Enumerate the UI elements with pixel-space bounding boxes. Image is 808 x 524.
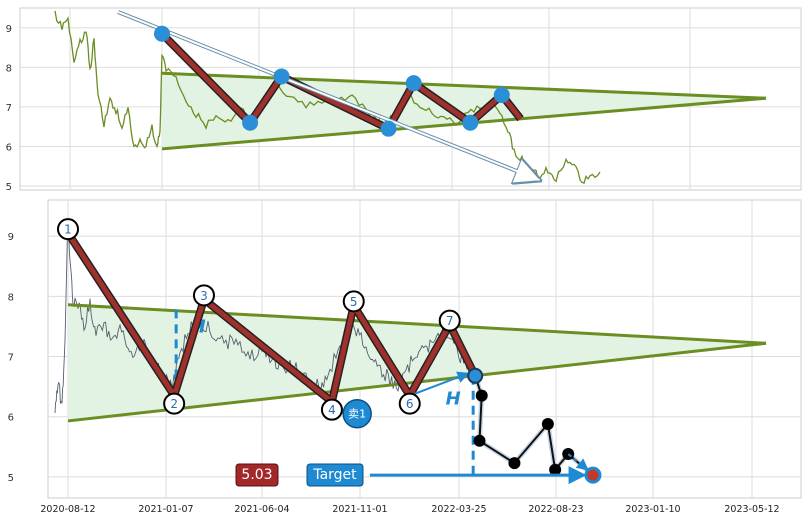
detail-y-tick-label-1: 8 <box>8 292 14 303</box>
detail-sell-signal-badge <box>342 398 372 429</box>
detail-y-tick-label-0: 9 <box>8 232 14 243</box>
overview-pattern-dot-6 <box>462 114 479 131</box>
detail-price-line <box>54 220 471 414</box>
detail-target-point <box>584 466 602 484</box>
detail-x-tick-label-2: 2021-06-04 <box>234 504 289 515</box>
detail-pattern-point-1-label: 1 <box>64 223 72 237</box>
overview-trend-arrow <box>117 11 540 182</box>
detail-x-tick-label-5: 2022-08-23 <box>528 504 583 515</box>
detail-sell-signal-label: 卖1 <box>348 408 366 421</box>
overview-y-tick-label-3: 6 <box>6 142 12 153</box>
target-price-badge-bg <box>235 463 279 487</box>
detail-pattern-point-7-circle <box>438 309 461 332</box>
detail-post-dot-5 <box>549 463 562 476</box>
detail-height-marker-right: H <box>446 389 461 410</box>
detail-post-dot-2 <box>473 434 486 447</box>
overview-pattern-dot-7 <box>493 87 510 104</box>
detail-pattern-point-4-label: 4 <box>328 403 336 417</box>
detail-pattern-point-6-label: 6 <box>406 397 414 411</box>
overview-resistance-line <box>161 71 767 100</box>
target-price-badge: 5.03 <box>241 467 272 483</box>
overview-panel: 9 8 7 6 5 <box>6 7 802 193</box>
detail-breakout-point <box>467 367 484 384</box>
detail-post-dot-1 <box>475 389 488 402</box>
detail-post-dot-3 <box>508 457 521 470</box>
detail-pattern-point-2-label: 2 <box>170 397 178 411</box>
overview-y-tick-label-2: 7 <box>6 103 12 114</box>
overview-y-tick-label-1: 8 <box>6 63 12 74</box>
overview-y-tick-label-0: 9 <box>6 24 12 35</box>
detail-pattern-point-4-circle <box>320 398 343 421</box>
target-label-badge: Target <box>312 467 357 483</box>
detail-pattern-point-3-circle <box>192 284 215 307</box>
overview-pattern-dot-4 <box>380 120 397 137</box>
detail-pattern-point-7-label: 7 <box>446 314 454 328</box>
detail-pattern-point-3-label: 3 <box>200 289 208 303</box>
overview-pattern-dot-3 <box>273 68 290 85</box>
detail-pattern-point-6-circle <box>398 392 421 415</box>
detail-breakout-arrow <box>409 371 470 397</box>
detail-x-tick-label-1: 2021-01-07 <box>138 504 193 515</box>
detail-x-tick-label-0: 2020-08-12 <box>40 504 95 515</box>
detail-resistance-line <box>67 303 767 345</box>
detail-y-tick-label-4: 5 <box>8 473 14 484</box>
overview-pattern-dot-5 <box>405 75 422 92</box>
target-label-badge-bg <box>306 463 364 487</box>
detail-y-tick-label-2: 7 <box>8 353 14 364</box>
overview-pattern-dot-1 <box>154 25 170 42</box>
detail-pattern-point-2-circle <box>163 392 186 415</box>
detail-pattern-point-1-circle <box>57 218 79 241</box>
detail-panel: 2020-08-12 2021-01-07 2021-06-04 2021-11-01… <box>8 199 802 515</box>
overview-pattern-dot-2 <box>242 114 259 131</box>
detail-pattern-point-5-label: 5 <box>350 295 358 309</box>
detail-pattern-point-5-circle <box>342 290 365 313</box>
detail-y-tick-label-3: 6 <box>8 413 14 424</box>
overview-y-tick-label-4: 5 <box>6 182 12 193</box>
detail-x-tick-label-7: 2023-05-12 <box>724 504 779 515</box>
detail-x-tick-label-4: 2022-03-25 <box>431 504 486 515</box>
detail-pattern-zigzag <box>65 231 478 405</box>
detail-post-dot-4 <box>541 417 554 430</box>
detail-x-tick-label-3: 2021-11-01 <box>332 504 387 515</box>
detail-x-tick-label-6: 2023-01-10 <box>625 504 680 515</box>
